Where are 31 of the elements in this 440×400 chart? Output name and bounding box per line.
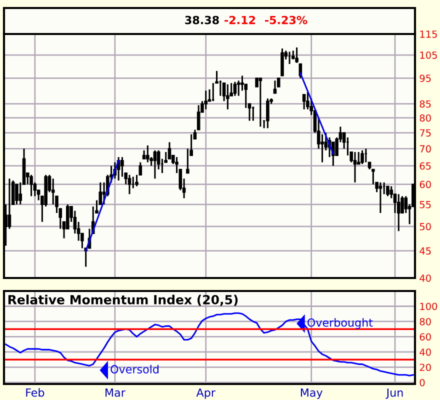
text: -2.12	[224, 16, 256, 24]
y-tick-label: 40	[420, 274, 431, 282]
y-tick-label: 60	[420, 333, 431, 341]
line-series	[5, 312, 414, 376]
y-tick-label: 55	[420, 201, 431, 208]
x-tick-label: Feb	[26, 388, 44, 397]
y-tick-label: 40	[420, 348, 431, 356]
y-tick-label: 80	[420, 114, 431, 122]
y-tick-label: 45	[420, 247, 431, 255]
y-tick-label: 115	[420, 30, 437, 38]
y-tick-label: 80	[420, 318, 431, 326]
y-tick-label: 75	[420, 129, 431, 137]
y-tick-label: 65	[420, 162, 431, 170]
y-tick-label: 20	[420, 364, 431, 372]
x-tick-label: Mar	[106, 388, 126, 397]
y-tick-label: 0	[420, 378, 425, 386]
annotation: Overbought	[308, 318, 373, 329]
annotation: Oversold	[110, 364, 158, 374]
x-tick-label: Jun	[386, 388, 403, 399]
y-tick-label: 70	[420, 145, 431, 153]
y-tick-label: 100	[420, 302, 438, 310]
chart-title: 38.38	[185, 16, 219, 24]
chart-title: Relative Momentum Index (20,5)	[8, 294, 238, 306]
y-tick-label: 95	[420, 74, 431, 82]
text: -5.23%	[265, 16, 308, 24]
y-tick-label: 50	[420, 222, 431, 230]
y-tick-label: 105	[420, 51, 437, 59]
x-tick-label: May	[300, 388, 322, 399]
y-tick-label: 85	[420, 100, 431, 108]
x-tick-label: Apr	[196, 388, 216, 399]
y-tick-label: 60	[420, 180, 431, 188]
